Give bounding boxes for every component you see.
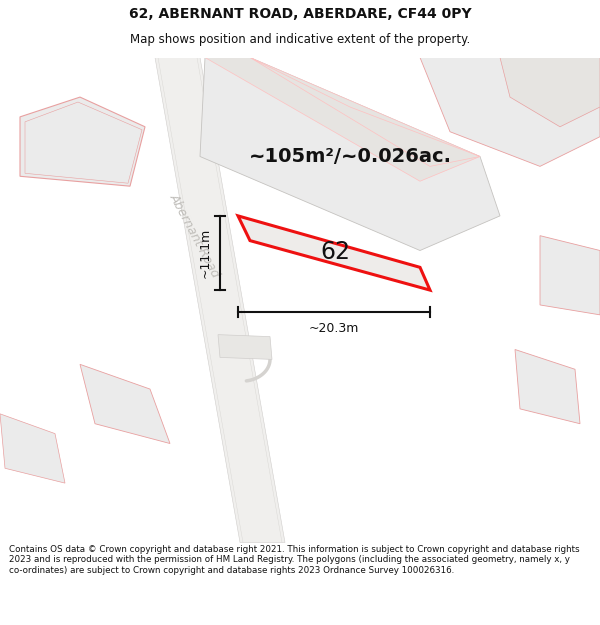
Polygon shape (500, 58, 600, 127)
Polygon shape (0, 414, 65, 483)
Text: ~11.1m: ~11.1m (199, 228, 212, 278)
Polygon shape (205, 58, 480, 181)
Polygon shape (515, 349, 580, 424)
Text: 62: 62 (320, 241, 350, 264)
Polygon shape (20, 97, 145, 186)
Text: 62, ABERNANT ROAD, ABERDARE, CF44 0PY: 62, ABERNANT ROAD, ABERDARE, CF44 0PY (128, 7, 472, 21)
Polygon shape (200, 58, 500, 251)
Text: Contains OS data © Crown copyright and database right 2021. This information is : Contains OS data © Crown copyright and d… (9, 545, 580, 575)
Polygon shape (155, 58, 285, 542)
Polygon shape (238, 216, 430, 290)
Text: Map shows position and indicative extent of the property.: Map shows position and indicative extent… (130, 33, 470, 46)
Polygon shape (218, 334, 272, 359)
Polygon shape (80, 364, 170, 444)
Text: Abernant Road: Abernant Road (167, 191, 223, 280)
Polygon shape (420, 58, 600, 166)
Text: ~105m²/~0.026ac.: ~105m²/~0.026ac. (248, 147, 452, 166)
Text: ~20.3m: ~20.3m (309, 322, 359, 335)
Polygon shape (540, 236, 600, 315)
